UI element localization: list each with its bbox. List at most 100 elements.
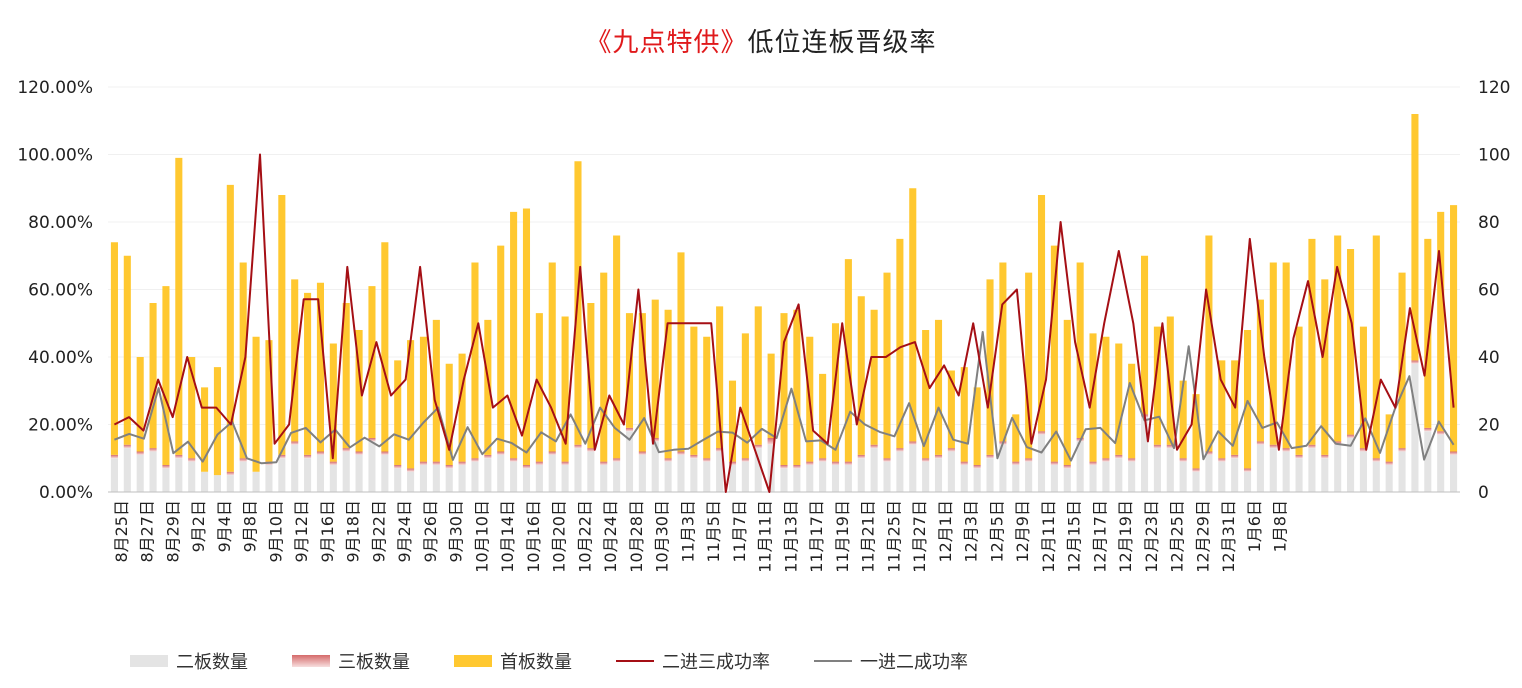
bar-er (201, 471, 209, 492)
x-tick-label: 10月14日 (498, 500, 517, 573)
bar-er (1192, 471, 1200, 492)
bar-er (728, 465, 737, 492)
x-tick-label: 9月2日 (189, 500, 208, 552)
bar-shou (213, 367, 221, 476)
bar-er (368, 441, 376, 492)
bar-shou (651, 299, 659, 438)
bar-shou (767, 353, 775, 438)
bar-san (432, 461, 440, 465)
chart-title: 《九点特供》低位连板晋级率 (0, 22, 1522, 59)
bar-san (1063, 465, 1071, 469)
x-tick-label: 12月31日 (1219, 500, 1238, 573)
chart-svg: 0.00% 20.00% 40.00% 60.00% 80.00% 100.00% 120.… (17, 78, 1510, 573)
bar-er (1411, 363, 1419, 492)
bar-shou (458, 353, 466, 462)
bar-shou (342, 303, 350, 449)
bar-san (870, 444, 878, 449)
bar-san (561, 461, 569, 465)
bar-er (1334, 444, 1342, 492)
x-tick-label: 11月19日 (833, 500, 852, 573)
bar-san (1179, 458, 1187, 462)
bar-er (960, 465, 968, 492)
bar-san (1359, 448, 1367, 452)
bar-er (1244, 471, 1252, 492)
bar-san (1321, 454, 1329, 459)
bar-er (1063, 468, 1071, 492)
bar-shou (1308, 238, 1316, 445)
bar-er (278, 458, 286, 492)
bar-san (806, 461, 814, 465)
bar-san (123, 444, 131, 449)
bar-er (458, 465, 466, 492)
bar-er (291, 444, 299, 492)
bar-shou (1359, 326, 1367, 449)
y-left-tick-label: 0.00% (39, 483, 93, 503)
bar-san (831, 461, 840, 465)
y-right-tick-label: 60 (1478, 281, 1500, 301)
legend-swatch-san (292, 655, 330, 667)
bar-shou (278, 195, 286, 455)
bar-san (1050, 461, 1058, 465)
bar-er (613, 461, 621, 492)
bar-er (870, 448, 878, 492)
bar-san (1128, 458, 1136, 462)
x-tick-label: 12月5日 (987, 500, 1006, 563)
bar-er (484, 458, 492, 492)
bar-er (1076, 441, 1084, 492)
bar-er (934, 458, 943, 492)
bar-er (780, 468, 788, 492)
x-tick-label: 9月4日 (215, 500, 234, 552)
bar-san (819, 458, 827, 462)
bar-san (1450, 451, 1458, 455)
bar-er (999, 444, 1007, 492)
bar-san (1244, 468, 1252, 472)
bar-er (123, 448, 131, 492)
bar-er (600, 465, 608, 492)
bar-shou (445, 363, 453, 465)
x-tick-label: 10月22日 (575, 500, 594, 573)
bar-san (613, 458, 621, 462)
x-tick-label: 9月12日 (292, 500, 311, 563)
bar-san (1256, 441, 1264, 445)
legend-label-shou: 首板数量 (500, 652, 572, 673)
bar-san (793, 465, 801, 469)
bar-san (510, 458, 518, 462)
bar-shou (677, 252, 685, 452)
bar-shou (1192, 394, 1200, 469)
bar-shou (999, 262, 1007, 442)
bar-san (780, 465, 788, 469)
bar-er (110, 458, 118, 492)
bar-er (1089, 465, 1097, 492)
bar-san (600, 461, 608, 465)
bar-san (934, 454, 943, 459)
bar-er (432, 465, 440, 492)
x-tick-label: 9月26日 (421, 500, 440, 563)
legend-item-er: 二板数量 (130, 648, 248, 674)
legend-swatch-r12 (814, 660, 852, 662)
bar-er (819, 461, 827, 492)
x-tick-label: 9月30日 (447, 500, 466, 563)
bar-san (1153, 444, 1161, 449)
bar-er (252, 471, 260, 492)
bar-er (419, 465, 428, 492)
x-tick-label: 12月25日 (1168, 500, 1187, 573)
bar-san (960, 461, 968, 465)
bar-shou (1050, 245, 1058, 462)
bar-er (1025, 461, 1033, 492)
bar-er (1295, 458, 1303, 492)
bar-er (806, 465, 814, 492)
bar-shou (110, 242, 118, 455)
bar-er (381, 454, 389, 492)
bar-shou (329, 343, 337, 462)
bar-san (522, 465, 531, 469)
bar-shou (600, 272, 608, 462)
bar-er (1385, 465, 1393, 492)
bar-er (1218, 461, 1226, 492)
x-tick-label: 9月16日 (318, 500, 337, 563)
bar-shou (226, 184, 234, 472)
bar-er (355, 454, 363, 492)
bar-san (329, 461, 337, 465)
bar-san (175, 454, 183, 459)
bar-shou (1153, 326, 1161, 445)
x-tick-label: 1月6日 (1245, 500, 1264, 552)
